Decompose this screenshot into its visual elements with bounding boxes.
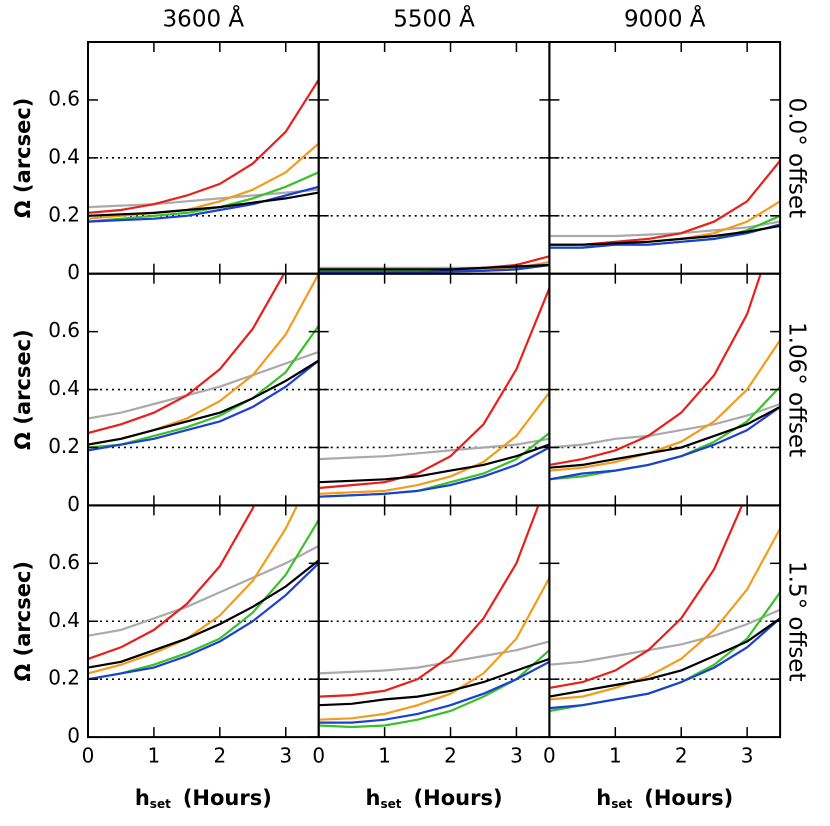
x-tick-label: 1 <box>609 744 622 768</box>
series-line <box>549 617 781 710</box>
y-tick-label: 0 <box>67 724 80 748</box>
plot-lines <box>549 505 781 713</box>
x-label-sub: set <box>381 797 402 811</box>
x-label-unit: (Hours) <box>644 786 733 810</box>
series-line <box>88 191 319 217</box>
x-tick-label: 0 <box>543 744 556 768</box>
series-line <box>88 185 319 223</box>
plot-lines <box>318 505 550 729</box>
series-line <box>88 142 319 220</box>
series-line <box>549 200 781 246</box>
y-axis-label: Ω (arcsec) <box>11 561 35 682</box>
series-line <box>88 359 319 446</box>
series-line <box>549 528 781 701</box>
series-line <box>88 350 319 420</box>
series-line <box>88 79 319 214</box>
plot-lines <box>318 255 550 274</box>
plot-lines <box>88 505 319 681</box>
series-line <box>88 505 256 660</box>
series-line <box>318 660 550 724</box>
panel-frame <box>548 504 782 739</box>
series-line <box>549 406 781 481</box>
series-line <box>318 505 540 698</box>
y-tick-label: 0.6 <box>48 86 80 110</box>
series-line <box>318 649 550 729</box>
x-tick-label: 0 <box>82 744 95 768</box>
series-line <box>318 443 550 484</box>
column-title: 9000 Å <box>624 5 706 33</box>
plot-lines <box>318 287 550 498</box>
y-tick-label: 0.6 <box>48 318 80 342</box>
x-tick-label: 1 <box>378 744 391 768</box>
x-label-main: h <box>366 786 381 810</box>
series-line <box>318 437 550 461</box>
x-label-unit: (Hours) <box>414 786 503 810</box>
row-label: 1.06° offset <box>784 322 810 457</box>
x-tick-label: 2 <box>675 744 688 768</box>
column-title: 3600 Å <box>163 5 245 33</box>
x-label-main: h <box>596 786 611 810</box>
series-line <box>318 446 550 498</box>
series-line <box>88 544 319 637</box>
series-line <box>549 220 781 238</box>
series-line <box>549 617 781 698</box>
series-line <box>318 263 550 271</box>
series-line <box>318 263 550 274</box>
y-tick-label: 0.2 <box>48 202 80 226</box>
series-line <box>549 339 781 472</box>
series-line <box>549 402 781 449</box>
series-line <box>88 171 319 223</box>
y-tick-label: 0.4 <box>48 376 80 400</box>
y-tick-label: 0.2 <box>48 434 80 458</box>
y-tick-label: 0.4 <box>48 144 80 168</box>
x-label-sub: set <box>611 797 632 811</box>
plot-lines <box>88 79 319 223</box>
y-axis-label: Ω (arcsec) <box>11 329 35 450</box>
x-tick-label: 0 <box>312 744 325 768</box>
series-line <box>549 273 762 466</box>
series-line <box>88 273 286 435</box>
y-tick-label: 0.2 <box>48 666 80 690</box>
x-tick-label: 3 <box>510 744 523 768</box>
series-line <box>88 273 319 446</box>
series-line <box>549 608 781 666</box>
series-line <box>549 223 781 249</box>
series-line <box>318 391 550 495</box>
x-tick-label: 2 <box>213 744 226 768</box>
series-line <box>88 559 319 669</box>
x-label-sub: set <box>150 797 171 811</box>
y-tick-label: 0.4 <box>48 608 80 632</box>
plot-lines <box>549 273 781 481</box>
series-line <box>88 359 319 452</box>
y-tick-label: 0.6 <box>48 550 80 574</box>
row-label: 0.0° offset <box>784 98 810 218</box>
y-tick-label: 0 <box>67 260 80 284</box>
series-line <box>88 562 319 681</box>
x-tick-label: 2 <box>444 744 457 768</box>
x-axis-label: hset (Hours) <box>596 786 733 811</box>
x-label-unit: (Hours) <box>183 786 272 810</box>
series-line <box>318 577 550 721</box>
series-line <box>549 405 781 469</box>
series-line <box>318 640 550 675</box>
series-line <box>88 188 319 209</box>
x-axis-label: hset (Hours) <box>135 786 272 811</box>
plot-lines <box>88 273 319 452</box>
plot-lines <box>549 160 781 249</box>
x-tick-label: 3 <box>279 744 292 768</box>
series-line <box>549 591 781 713</box>
series-line <box>318 657 550 707</box>
series-line <box>88 505 299 675</box>
x-tick-label: 1 <box>148 744 161 768</box>
x-label-main: h <box>135 786 150 810</box>
series-line <box>549 224 781 246</box>
row-label: 1.5° offset <box>784 561 810 681</box>
column-title: 5500 Å <box>393 5 475 33</box>
series-line <box>318 287 550 490</box>
x-tick-label: 3 <box>741 744 754 768</box>
x-axis-label: hset (Hours) <box>366 786 503 811</box>
y-axis-label: Ω (arcsec) <box>11 98 35 219</box>
y-tick-label: 0 <box>67 492 80 516</box>
